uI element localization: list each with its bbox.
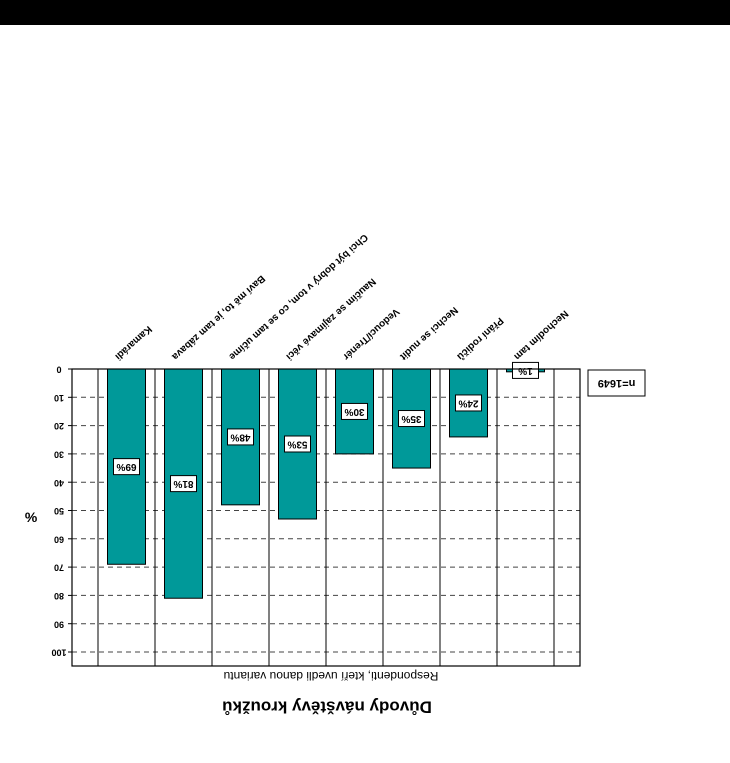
- category-label: Nechodím tam: [511, 308, 570, 362]
- data-label-box: [455, 394, 482, 412]
- plot-frame: [71, 368, 581, 667]
- data-label: 24%: [458, 397, 478, 408]
- data-label-box: [398, 410, 425, 428]
- y-tick-label: 90: [54, 619, 64, 629]
- category-label: Vedoucí/Trenér: [340, 306, 401, 362]
- data-label-box: [170, 475, 197, 493]
- y-tick-label: 30: [54, 450, 64, 460]
- y-tick-label: 20: [54, 421, 64, 431]
- data-label: 30%: [344, 406, 364, 417]
- category-label: Baví mě to, je tam zábava: [169, 273, 267, 363]
- y-axis-label: %: [24, 509, 37, 525]
- y-axis-ticks: 0 10 20 30 40 50 60 70 80 90 100: [51, 365, 72, 658]
- data-label-box: [341, 402, 368, 420]
- data-label: 81%: [173, 478, 193, 489]
- data-label-box: [512, 361, 539, 379]
- n-label-box: n=1649: [587, 369, 646, 397]
- top-black-bar: [0, 0, 730, 25]
- data-label: 1%: [518, 365, 533, 376]
- data-label: 69%: [116, 461, 136, 472]
- data-label-box: [227, 428, 254, 446]
- category-label: Kamarádi: [112, 323, 153, 362]
- bars: 69% 81% 48% 53% 30% 35% 24% 1%: [107, 361, 545, 599]
- data-label: 35%: [401, 413, 421, 424]
- category-label: Nechci se nudit: [397, 304, 460, 362]
- y-tick-label: 80: [54, 591, 64, 601]
- gridlines: [72, 369, 580, 666]
- y-tick-label: 10: [54, 393, 64, 403]
- chart-title: Důvody návštěvy kroužků: [222, 698, 432, 717]
- x-axis-label: Respondenti, kteří uvedli danou variantu: [224, 669, 439, 683]
- y-tick-label: 100: [51, 648, 66, 658]
- data-label-box: [284, 435, 311, 453]
- category-label: Přání rodičů: [454, 315, 505, 363]
- n-label: n=1649: [598, 377, 636, 389]
- data-label: 53%: [287, 438, 307, 449]
- y-tick-label: 70: [54, 563, 64, 573]
- y-tick-label: 50: [54, 506, 64, 516]
- data-label-box: [113, 458, 140, 476]
- y-tick-label: 60: [54, 534, 64, 544]
- y-tick-label: 0: [56, 365, 61, 375]
- data-label: 48%: [230, 431, 250, 442]
- y-tick-label: 40: [54, 478, 64, 488]
